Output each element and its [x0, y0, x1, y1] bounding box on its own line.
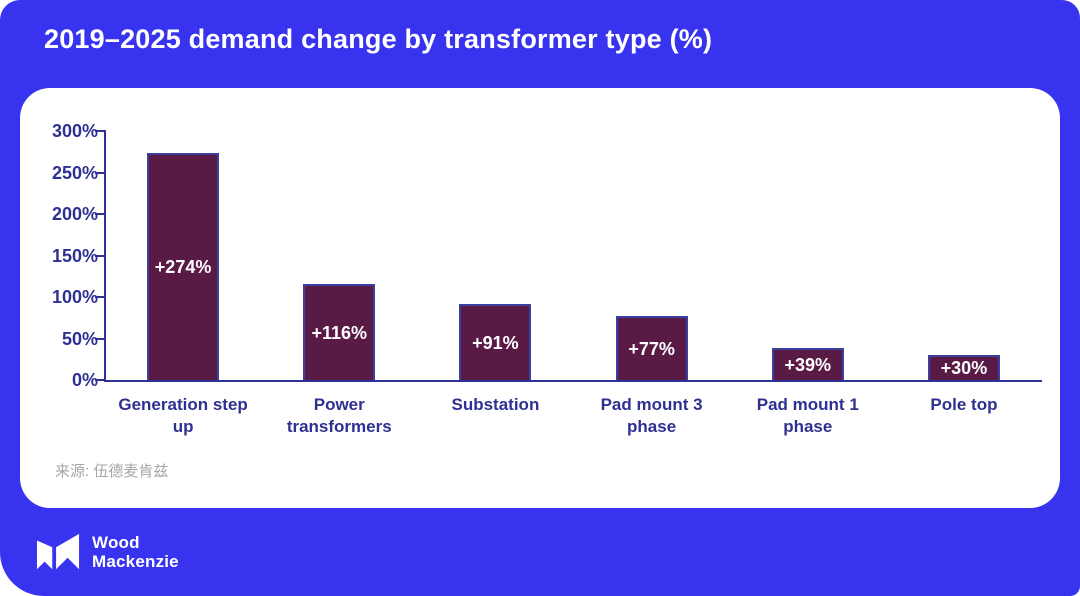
chart-plot: +274% +116% +91% +77% +39% +30% Generation st…	[20, 88, 1060, 508]
category-label: Substation	[451, 395, 540, 414]
bar: +39%	[771, 348, 844, 380]
category-label: Generation step up	[118, 395, 248, 436]
y-axis-tick-label: 200%	[51, 204, 98, 224]
bar: +116%	[303, 284, 376, 380]
bar-column: +77%	[574, 131, 730, 380]
y-axis-line	[104, 130, 106, 382]
bar-value-label: +116%	[311, 322, 368, 343]
y-axis-tick-label: 150%	[51, 245, 98, 266]
wood-mackenzie-logo: Wood Mackenzie	[36, 532, 179, 572]
y-axis-tick-label: 0%	[71, 370, 98, 390]
bar-column: +91%	[417, 131, 573, 380]
category-label: Power transformers	[286, 395, 392, 436]
bar-column: +116%	[261, 131, 417, 380]
x-axis-line	[105, 380, 1042, 382]
bars-row: +274% +116% +91% +77% +39% +30%	[105, 131, 1042, 380]
bar-value-label: +39%	[784, 354, 832, 375]
wood-mackenzie-mark-icon	[36, 533, 80, 570]
bar-column: +39%	[730, 131, 886, 380]
bar-value-label: +91%	[472, 332, 519, 353]
logo-line-1: Wood	[92, 533, 140, 552]
y-axis-tick-mark	[95, 337, 105, 340]
chart-card: +274% +116% +91% +77% +39% +30% Generation st…	[20, 88, 1060, 508]
y-axis-tick-label: 100%	[51, 287, 98, 307]
y-axis-tick-mark	[95, 254, 105, 257]
bar: +91%	[459, 304, 532, 380]
bar-column: +30%	[886, 131, 1042, 380]
bar: +30%	[927, 355, 1000, 380]
chart-title: 2019–2025 demand change by transformer t…	[44, 24, 713, 54]
y-axis-tick-label: 250%	[51, 162, 98, 183]
y-axis-tick-mark	[95, 130, 105, 132]
bar-value-label: +274%	[154, 257, 212, 277]
y-axis-tick-label: 50%	[61, 328, 98, 349]
bar-value-label: +77%	[628, 338, 675, 359]
logo-line-2: Mackenzie	[92, 552, 179, 571]
y-axis-tick-mark	[95, 379, 105, 381]
y-axis-tick-mark	[95, 296, 105, 298]
bar-column: +274%	[105, 131, 261, 380]
bar: +77%	[615, 316, 688, 380]
bar: +274%	[147, 153, 220, 380]
wood-mackenzie-wordmark: Wood Mackenzie	[92, 533, 179, 571]
y-axis-tick-label: 300%	[51, 121, 98, 141]
category-label: Pole top	[930, 395, 998, 414]
y-axis-tick-mark	[95, 171, 105, 174]
category-label: Pad mount 3 phase	[600, 395, 703, 436]
category-labels-row: Generation step up Power transformers Subs…	[105, 394, 1042, 438]
category-label: Pad mount 1 phase	[756, 395, 859, 436]
source-note: 来源: 伍德麦肯兹	[55, 463, 169, 480]
bar-value-label: +30%	[940, 358, 988, 378]
y-axis-tick-mark	[95, 213, 105, 215]
